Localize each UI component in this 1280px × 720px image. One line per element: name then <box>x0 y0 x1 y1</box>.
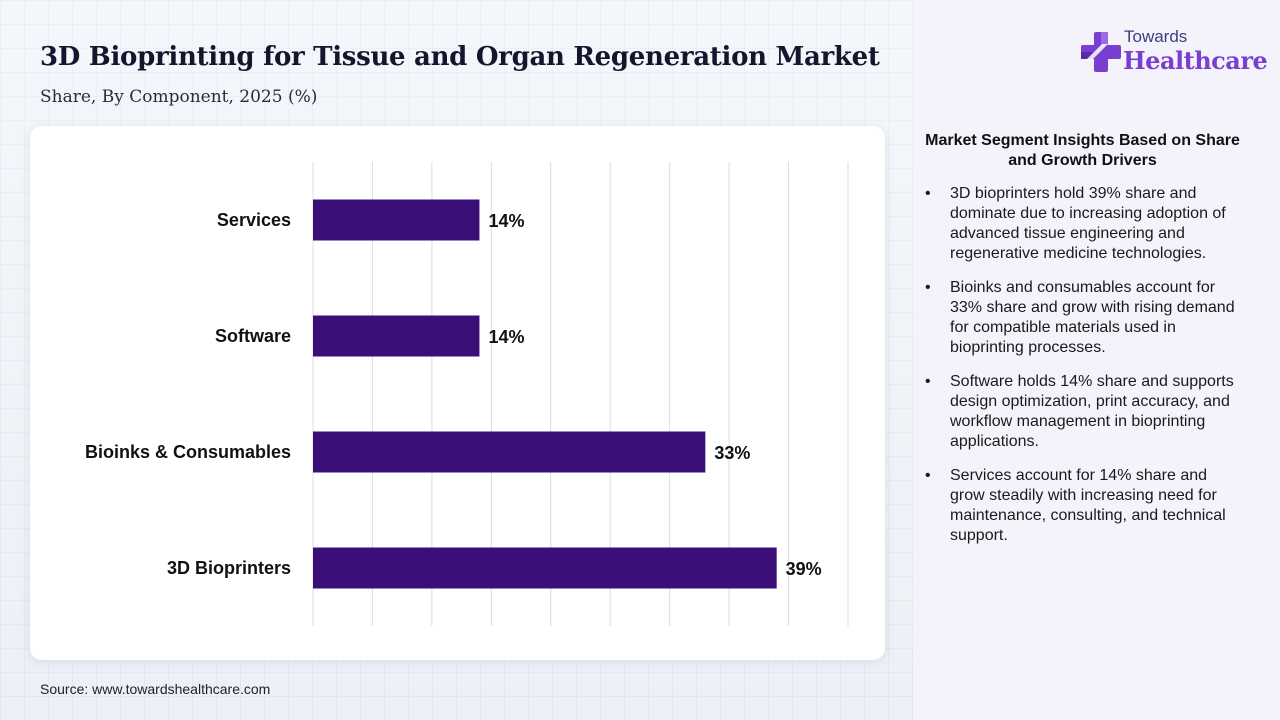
bullet-icon: • <box>925 373 931 390</box>
insights-list: • 3D bioprinters hold 39% share and domin… <box>925 184 1243 560</box>
insights-panel <box>913 0 1280 720</box>
insight-text: 3D bioprinters hold 39% share and domina… <box>950 185 1226 262</box>
category-label: Bioinks & Consumables <box>85 442 291 462</box>
category-label: Software <box>215 326 291 346</box>
insight-item: • Services account for 14% share and grow… <box>925 466 1243 546</box>
data-label: 33% <box>714 443 750 463</box>
insights-title: Market Segment Insights Based on Share a… <box>925 132 1240 169</box>
category-label: 3D Bioprinters <box>167 558 291 578</box>
bar <box>313 547 777 589</box>
data-label: 39% <box>786 559 822 579</box>
logo-text-towards: Towards <box>1124 27 1188 46</box>
bullet-icon: • <box>925 467 931 484</box>
page-subtitle: Share, By Component, 2025 (%) <box>40 87 318 107</box>
data-label: 14% <box>488 327 524 347</box>
insight-item: • Bioinks and consumables account for 33%… <box>925 278 1243 358</box>
source-note: Source: www.towardshealthcare.com <box>40 681 271 697</box>
chart-card: Services 14% Software 14% Bioinks & Consumab… <box>30 126 885 660</box>
page-title: 3D Bioprinting for Tissue and Organ Rege… <box>40 42 880 72</box>
bar-chart: Services 14% Software 14% Bioinks & Consumab… <box>85 162 849 626</box>
logo-text-healthcare: Healthcare <box>1123 46 1268 75</box>
bar <box>313 315 480 357</box>
category-label: Services <box>217 210 291 230</box>
insight-item: • Software holds 14% share and supports d… <box>925 372 1243 452</box>
brand-logo: Towards Healthcare <box>1080 26 1268 78</box>
bullet-icon: • <box>925 279 931 296</box>
bullet-icon: • <box>925 185 931 202</box>
medical-cross-icon <box>1081 32 1121 72</box>
insight-text: Software holds 14% share and supports de… <box>950 373 1234 450</box>
insight-text: Services account for 14% share and grow … <box>950 467 1226 544</box>
insight-item: • 3D bioprinters hold 39% share and domin… <box>925 184 1243 264</box>
data-label: 14% <box>488 211 524 231</box>
bar <box>313 431 706 473</box>
insight-text: Bioinks and consumables account for 33% … <box>950 279 1235 356</box>
bar <box>313 199 480 241</box>
